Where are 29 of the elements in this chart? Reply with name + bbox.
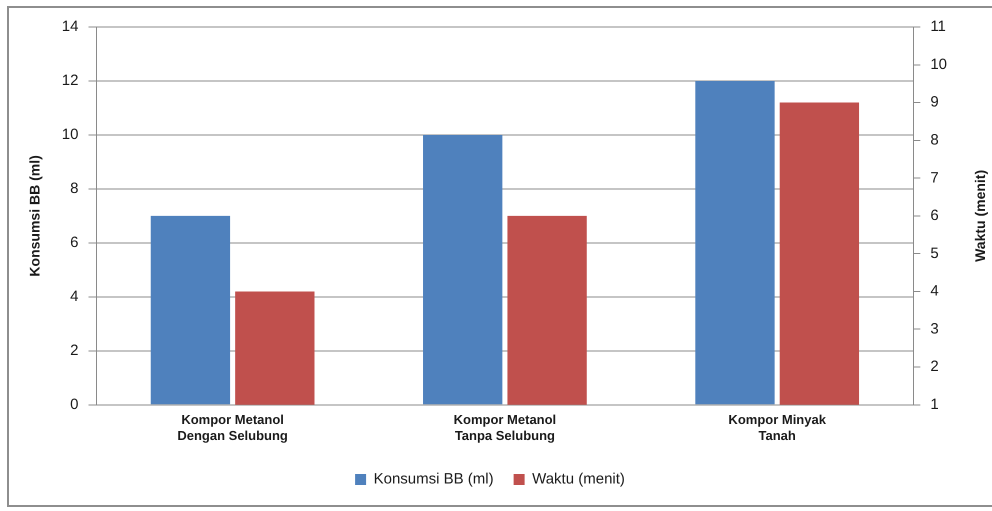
- y2-tick-label: 11: [930, 18, 946, 36]
- y-tick-label: 4: [70, 288, 78, 305]
- bar: [423, 134, 502, 404]
- y-tick-label: 12: [62, 72, 78, 90]
- y-tick-label: 14: [62, 18, 78, 36]
- y2-tick-label: 4: [930, 282, 939, 300]
- y2-tick-label: 7: [930, 169, 939, 186]
- bar: [150, 216, 230, 404]
- y2-tick-label: 2: [930, 358, 939, 376]
- x-tick-label: Kompor Metanol Tanpa Selubung: [454, 412, 556, 443]
- y-tick-label: 10: [62, 126, 78, 144]
- bar: [695, 80, 775, 404]
- x-tick-label: Kompor Metanol Dengan Selubung: [177, 412, 288, 443]
- y2-tick-label: 3: [930, 320, 939, 338]
- y-tick-label: 6: [70, 234, 78, 252]
- y-axis-title: Konsumsi BB (ml): [26, 155, 42, 277]
- y2-axis-title: Waktu (menit): [972, 170, 988, 262]
- y2-tick-label: 10: [930, 56, 948, 73]
- y2-tick-label: 5: [930, 244, 939, 262]
- legend-label: Konsumsi BB (ml): [374, 470, 494, 488]
- y-tick-label: 0: [70, 396, 78, 413]
- y2-tick-label: 8: [930, 131, 939, 148]
- y-tick-label: 2: [70, 342, 78, 359]
- y-tick-label: 8: [70, 180, 78, 198]
- y2-tick-label: 9: [930, 94, 939, 111]
- x-tick-label: Kompor Minyak Tanah: [728, 412, 827, 443]
- y2-tick-label: 1: [930, 396, 939, 413]
- legend-label: Waktu (menit): [532, 470, 625, 488]
- y2-tick-label: 6: [930, 207, 939, 224]
